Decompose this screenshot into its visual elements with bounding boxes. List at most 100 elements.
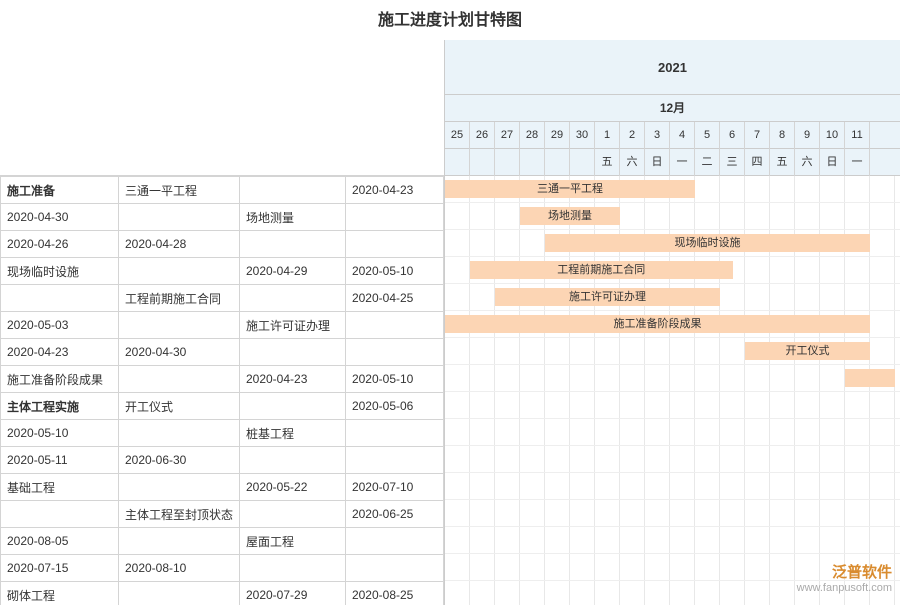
table-cell <box>239 501 345 528</box>
gantt-row <box>445 392 900 419</box>
table-cell <box>1 501 119 528</box>
gantt-bar[interactable] <box>845 369 895 387</box>
task-table: 施工准备三通一平工程2020-04-232020-04-30场地测量2020-0… <box>0 176 444 605</box>
gantt-bar[interactable]: 开工仪式 <box>745 342 870 360</box>
table-row: 2020-04-30 场地测量 <box>1 204 444 231</box>
table-cell <box>239 339 345 366</box>
dow-cell: 日 <box>645 149 670 176</box>
month-label: 12月 <box>445 95 900 122</box>
day-cell: 4 <box>670 122 695 149</box>
table-cell <box>118 528 239 555</box>
table-cell: 主体工程实施 <box>1 393 119 420</box>
gantt-row: 施工许可证办理 <box>445 284 900 311</box>
table-cell <box>345 231 443 258</box>
day-cell: 28 <box>520 122 545 149</box>
table-cell <box>345 204 443 231</box>
table-cell <box>118 474 239 501</box>
table-cell: 基础工程 <box>1 474 119 501</box>
year-label: 2021 <box>445 40 900 95</box>
table-cell: 2020-04-30 <box>118 339 239 366</box>
gantt-row <box>445 419 900 446</box>
table-row: 施工准备阶段成果 2020-04-232020-05-10 <box>1 366 444 393</box>
table-row: 2020-05-112020-06-30 <box>1 447 444 474</box>
table-cell <box>1 285 119 312</box>
table-cell <box>239 285 345 312</box>
table-cell: 2020-04-28 <box>118 231 239 258</box>
table-cell <box>118 312 239 339</box>
table-cell: 2020-08-25 <box>345 582 443 605</box>
table-cell <box>345 312 443 339</box>
table-cell: 桩基工程 <box>239 420 345 447</box>
table-cell: 2020-07-15 <box>1 555 119 582</box>
table-cell: 2020-07-29 <box>239 582 345 605</box>
table-cell <box>118 582 239 605</box>
table-cell <box>118 204 239 231</box>
gantt-body[interactable]: 三通一平工程场地测量现场临时设施工程前期施工合同施工许可证办理施工准备阶段成果开… <box>445 176 900 605</box>
table-cell <box>118 366 239 393</box>
table-row: 主体工程至封顶状态2020-06-25 <box>1 501 444 528</box>
table-row: 2020-04-262020-04-28 <box>1 231 444 258</box>
gantt-bar[interactable]: 工程前期施工合同 <box>470 261 733 279</box>
table-cell: 2020-07-10 <box>345 474 443 501</box>
timeline-panel: 2021 12月 2526272829301234567891011 五六日一二… <box>445 40 900 605</box>
table-row: 基础工程 2020-05-222020-07-10 <box>1 474 444 501</box>
dow-cell: 一 <box>670 149 695 176</box>
gantt-bar[interactable]: 场地测量 <box>520 207 620 225</box>
dow-cell: 三 <box>720 149 745 176</box>
table-cell <box>345 555 443 582</box>
day-cell: 29 <box>545 122 570 149</box>
table-cell: 2020-05-22 <box>239 474 345 501</box>
gantt-container: 施工准备三通一平工程2020-04-232020-04-30场地测量2020-0… <box>0 40 900 605</box>
day-cell: 10 <box>820 122 845 149</box>
gantt-bar[interactable]: 三通一平工程 <box>445 180 695 198</box>
table-cell: 施工许可证办理 <box>239 312 345 339</box>
left-header-spacer <box>0 40 444 176</box>
dow-cell <box>520 149 545 176</box>
day-cell: 27 <box>495 122 520 149</box>
day-cell: 6 <box>720 122 745 149</box>
table-row: 主体工程实施开工仪式2020-05-06 <box>1 393 444 420</box>
table-cell: 开工仪式 <box>118 393 239 420</box>
dow-cell <box>445 149 470 176</box>
table-cell: 2020-04-26 <box>1 231 119 258</box>
gantt-row <box>445 365 900 392</box>
dow-cell <box>545 149 570 176</box>
gantt-bar[interactable]: 施工准备阶段成果 <box>445 315 870 333</box>
day-cell: 8 <box>770 122 795 149</box>
gantt-bar[interactable]: 施工许可证办理 <box>495 288 720 306</box>
table-cell <box>345 528 443 555</box>
table-cell: 2020-04-23 <box>1 339 119 366</box>
task-table-panel: 施工准备三通一平工程2020-04-232020-04-30场地测量2020-0… <box>0 40 445 605</box>
table-cell: 2020-05-10 <box>345 366 443 393</box>
gantt-row: 现场临时设施 <box>445 230 900 257</box>
table-cell: 现场临时设施 <box>1 258 119 285</box>
dow-row: 五六日一二三四五六日一 <box>445 149 900 176</box>
table-cell: 2020-05-03 <box>1 312 119 339</box>
dow-cell: 六 <box>620 149 645 176</box>
table-cell: 2020-04-23 <box>239 366 345 393</box>
table-cell: 2020-04-29 <box>239 258 345 285</box>
dow-cell <box>470 149 495 176</box>
dow-cell <box>570 149 595 176</box>
table-cell <box>118 420 239 447</box>
table-cell: 施工准备 <box>1 177 119 204</box>
table-cell: 2020-08-05 <box>1 528 119 555</box>
gantt-bar[interactable]: 现场临时设施 <box>545 234 870 252</box>
table-cell: 场地测量 <box>239 204 345 231</box>
table-row: 施工准备三通一平工程2020-04-23 <box>1 177 444 204</box>
table-cell: 屋面工程 <box>239 528 345 555</box>
table-cell: 施工准备阶段成果 <box>1 366 119 393</box>
table-cell <box>239 555 345 582</box>
table-row: 2020-04-232020-04-30 <box>1 339 444 366</box>
table-row: 2020-05-10桩基工程 <box>1 420 444 447</box>
day-row: 2526272829301234567891011 <box>445 122 900 149</box>
dow-cell: 五 <box>595 149 620 176</box>
watermark-brand: 泛普软件 <box>832 564 892 581</box>
day-cell: 11 <box>845 122 870 149</box>
table-row: 2020-07-152020-08-10 <box>1 555 444 582</box>
table-cell: 2020-04-30 <box>1 204 119 231</box>
watermark: 泛普软件 www.fanpusoft.com <box>797 561 892 594</box>
table-cell <box>345 339 443 366</box>
table-row: 工程前期施工合同2020-04-25 <box>1 285 444 312</box>
dow-cell: 六 <box>795 149 820 176</box>
